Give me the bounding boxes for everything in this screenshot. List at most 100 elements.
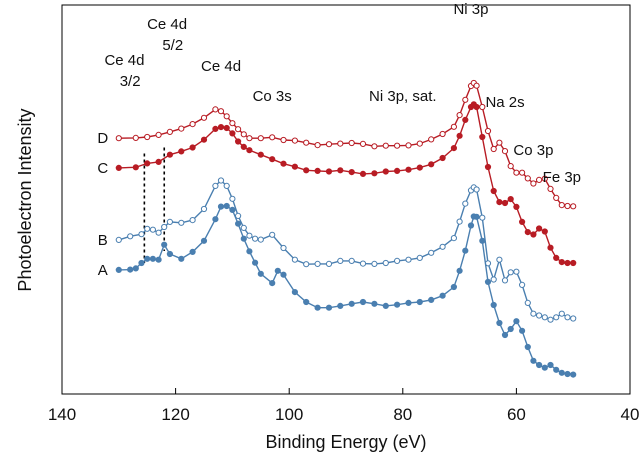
x-axis-title: Binding Energy (eV) [265,432,426,452]
data-point [212,125,219,132]
data-point [280,244,287,252]
data-point [178,148,185,155]
data-point [138,259,145,267]
data-point [212,216,219,223]
data-point [132,265,139,272]
data-point [217,124,225,131]
data-point [189,144,196,151]
data-point [246,147,253,154]
data-point [359,140,367,147]
data-point [252,235,259,242]
data-point [513,318,520,325]
data-point [200,237,208,244]
data-point [530,357,537,364]
data-point [564,370,571,378]
data-point [541,364,548,371]
data-point [490,276,497,283]
data-point [456,267,463,274]
data-point [178,255,185,262]
data-point [428,296,435,303]
data-point [479,133,486,141]
data-point [269,134,276,141]
data-point [439,154,446,162]
data-point [257,135,264,142]
series-label-C: C [97,160,108,177]
peak-annotation: Fe 3p [543,169,581,186]
data-point [536,312,543,319]
series-line [118,205,574,376]
data-point [462,247,469,254]
data-point [536,176,543,183]
data-point [382,302,389,309]
data-point [348,169,355,176]
data-point [144,133,151,141]
data-point [519,169,526,176]
data-point [337,167,344,174]
data-point [178,125,185,132]
data-point [359,170,367,177]
data-point [127,233,134,240]
data-point [229,206,236,213]
data-point [450,235,457,242]
data-point [507,196,514,203]
series-A [115,202,577,378]
series-layer [115,79,577,378]
data-point [570,371,577,378]
data-point [513,268,520,275]
data-point [501,277,509,284]
data-point [405,256,412,263]
peak-annotation: Ce 4d [147,16,187,33]
series-labels: DC BA [97,130,108,279]
data-point [115,135,122,142]
data-point [490,187,497,195]
data-point [240,131,247,138]
data-point [553,366,560,373]
data-point [547,185,554,192]
data-point [212,106,219,113]
data-point [337,140,344,147]
data-point [553,194,560,201]
series-line [118,103,574,264]
data-point [280,160,287,167]
data-point [490,145,497,153]
data-point [473,82,480,89]
data-point [217,177,225,184]
data-point [382,142,389,149]
data-point [240,224,247,231]
data-point [456,112,463,119]
data-point [405,142,412,149]
data-point [456,132,463,139]
data-point [257,151,264,158]
data-point [246,248,253,255]
data-point [303,298,310,306]
x-tick-label: 80 [393,405,412,424]
peak-annotations: Ce 4d 3/2 Ce 4d 5/2 Ce 4d Co 3s Ni 3p, sat. Ni … [104,1,581,186]
data-point [530,231,537,238]
data-point [496,256,503,263]
data-point [547,244,554,251]
data-point [166,151,173,158]
data-point [189,121,196,128]
data-point [303,261,310,268]
data-point [155,256,162,263]
data-point [541,175,548,182]
peak-annotation: Ce 4d [201,58,241,75]
data-point [155,158,162,165]
data-point [536,225,543,232]
data-point [547,316,554,323]
data-point [155,131,162,138]
data-point [507,163,514,170]
data-point [161,241,168,248]
plot-area [61,4,631,395]
peak-annotation: Na 2s [485,94,524,111]
data-point [303,167,310,174]
x-tick-label: 100 [275,405,303,424]
data-point [428,249,435,256]
data-point [416,298,423,306]
data-point [269,231,276,238]
data-point [269,280,276,287]
data-point [291,256,298,263]
series-label-B: B [98,232,108,249]
peak-annotation: Ce 4d [104,52,144,69]
data-point [166,128,173,135]
